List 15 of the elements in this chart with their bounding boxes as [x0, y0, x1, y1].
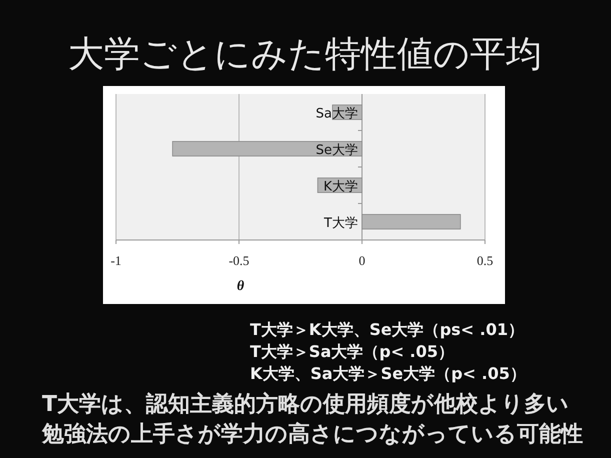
x-tick-label: 0.5 [476, 253, 494, 268]
text: T大学は、認知主義的方略の使用頻度が他校より多い [42, 391, 570, 417]
text: 勉強法の上手さが学力の高さにつながっている可能性 [41, 421, 583, 447]
y-tick-label: K大学 [323, 179, 358, 194]
text: T大学＞Sa大学（p< .05） [250, 342, 454, 361]
x-axis-title: θ [236, 279, 245, 294]
text: T大学＞K大学、Se大学（ps< .01） [250, 320, 524, 339]
y-tick-label: Se大学 [316, 142, 358, 158]
x-tick-label: -0.5 [228, 253, 250, 268]
x-tick-label: -1 [110, 253, 122, 268]
y-tick-label: Sa大学 [316, 106, 358, 122]
x-tick-label: 0 [358, 253, 366, 268]
y-tick-label: T大学 [323, 216, 358, 231]
chart-title: 大学ごとにみた特性値の平均 [68, 34, 542, 75]
text: K大学、Sa大学＞Se大学（p< .05） [250, 364, 526, 383]
